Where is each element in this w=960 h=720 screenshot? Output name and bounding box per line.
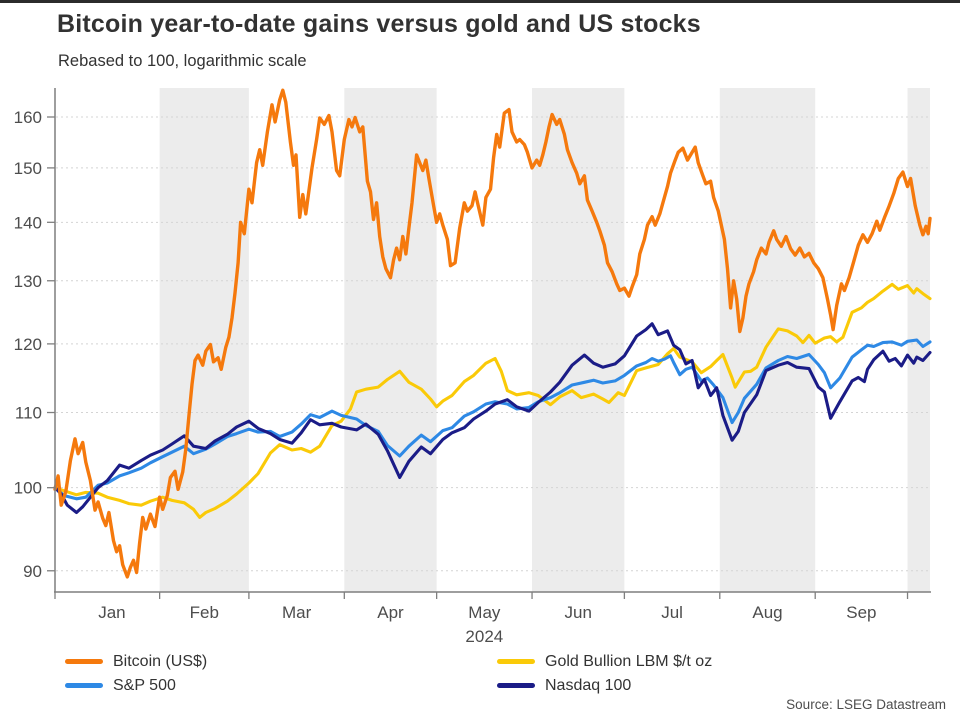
- x-axis-label-jun: Jun: [565, 603, 592, 622]
- x-axis-label-apr: Apr: [377, 603, 404, 622]
- legend-label-bitcoin: Bitcoin (US$): [113, 652, 208, 670]
- x-axis-label-feb: Feb: [190, 603, 219, 622]
- x-axis-label-may: May: [468, 603, 501, 622]
- legend-column-1: Bitcoin (US$) S&P 500: [65, 653, 207, 694]
- nasdaq-line: [53, 322, 932, 515]
- bitcoin-line-swatch: [65, 659, 103, 664]
- legend-label-nasdaq: Nasdaq 100: [545, 676, 632, 694]
- y-axis-label-90: 90: [23, 562, 42, 581]
- top-rule: [0, 0, 960, 3]
- y-axis-label-100: 100: [14, 479, 42, 498]
- legend-item-nasdaq: Nasdaq 100: [497, 677, 712, 694]
- x-axis-label-jan: Jan: [98, 603, 125, 622]
- chart-title: Bitcoin year-to-date gains versus gold a…: [57, 10, 701, 38]
- x-axis-label-jul: Jul: [661, 603, 683, 622]
- x-axis-label-mar: Mar: [282, 603, 312, 622]
- x-axis-year-label: 2024: [465, 627, 503, 646]
- x-axis-label-sep: Sep: [846, 603, 876, 622]
- y-axis-label-140: 140: [14, 213, 42, 232]
- month-shading-band: [159, 88, 249, 592]
- y-axis-label-160: 160: [14, 108, 42, 127]
- x-axis-label-aug: Aug: [752, 603, 782, 622]
- y-axis-label-110: 110: [15, 404, 42, 423]
- chart-subtitle: Rebased to 100, logarithmic scale: [58, 52, 307, 70]
- nasdaq-line-swatch: [497, 683, 535, 688]
- legend-item-sp500: S&P 500: [65, 677, 207, 694]
- legend-label-gold: Gold Bullion LBM $/t oz: [545, 652, 713, 670]
- month-shading-band: [344, 88, 437, 592]
- y-axis-label-120: 120: [14, 335, 42, 354]
- y-axis-label-130: 130: [14, 272, 42, 291]
- source-note: Source: LSEG Datastream: [786, 697, 946, 712]
- legend-item-bitcoin: Bitcoin (US$): [65, 653, 207, 670]
- sp500-line: [53, 338, 932, 501]
- sp500-line-swatch: [65, 683, 103, 688]
- legend-label-sp500: S&P 500: [113, 676, 176, 694]
- bitcoin-line: [53, 88, 932, 579]
- y-axis-label-150: 150: [14, 159, 42, 178]
- gold-line-swatch: [497, 659, 535, 664]
- legend-item-gold: Gold Bullion LBM $/t oz: [497, 653, 712, 670]
- gold-line: [53, 282, 932, 519]
- month-shading-band: [532, 88, 625, 592]
- legend-column-2: Gold Bullion LBM $/t oz Nasdaq 100: [497, 653, 712, 694]
